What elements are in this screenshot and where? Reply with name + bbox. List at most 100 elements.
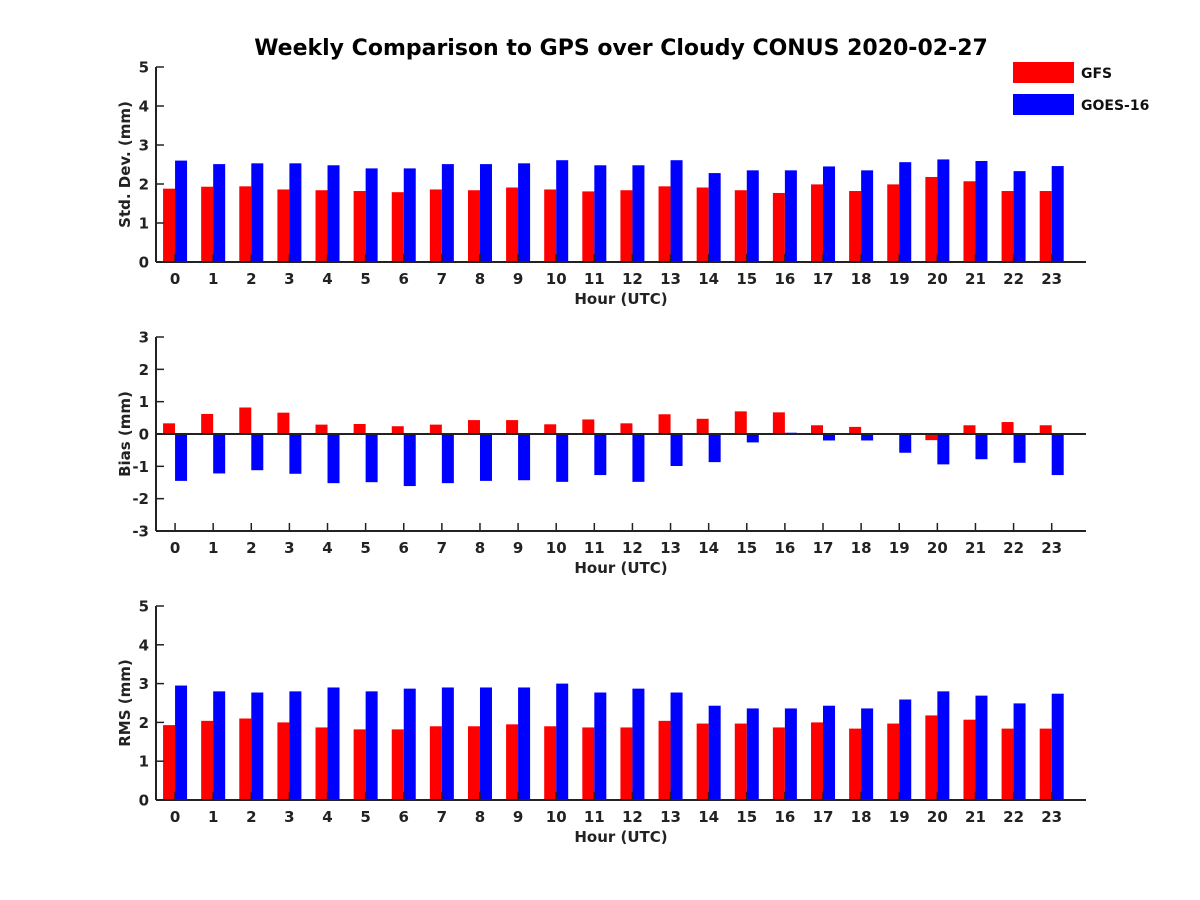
bar-gfs-hour-0 xyxy=(163,423,176,434)
bar-goes-16-hour-17 xyxy=(823,434,836,441)
bar-goes-16-hour-0 xyxy=(175,434,188,481)
y-axis-label: Std. Dev. (mm) xyxy=(116,101,134,228)
x-tick-label: 0 xyxy=(170,539,180,557)
x-axis-label: Hour (UTC) xyxy=(574,559,667,577)
bar-goes-16-hour-3 xyxy=(289,163,302,262)
bar-gfs-hour-14 xyxy=(696,418,709,434)
x-tick-label: 4 xyxy=(322,270,332,288)
x-tick-label: 2 xyxy=(246,808,256,826)
bar-goes-16-hour-5 xyxy=(365,434,378,483)
x-tick-label: 16 xyxy=(774,539,795,557)
bar-gfs-hour-11 xyxy=(582,191,595,262)
bar-goes-16-hour-14 xyxy=(708,705,721,800)
bar-gfs-hour-17 xyxy=(811,722,824,800)
bar-gfs-hour-11 xyxy=(582,419,595,434)
bar-goes-16-hour-18 xyxy=(861,434,874,441)
x-tick-label: 2 xyxy=(246,539,256,557)
bar-gfs-hour-23 xyxy=(1039,728,1052,800)
x-tick-label: 14 xyxy=(698,539,719,557)
bar-goes-16-hour-3 xyxy=(289,434,302,474)
bar-goes-16-hour-7 xyxy=(441,434,454,484)
y-tick-label: 0 xyxy=(139,792,149,810)
x-tick-label: 9 xyxy=(513,539,523,557)
bar-goes-16-hour-15 xyxy=(746,170,759,262)
bar-goes-16-hour-11 xyxy=(594,165,607,262)
bar-goes-16-hour-23 xyxy=(1051,693,1064,800)
bar-goes-16-hour-21 xyxy=(975,695,988,800)
bar-gfs-hour-15 xyxy=(734,723,747,800)
y-tick-label: 3 xyxy=(139,137,149,155)
x-tick-label: 11 xyxy=(584,270,605,288)
bar-goes-16-hour-13 xyxy=(670,692,683,800)
bar-gfs-hour-19 xyxy=(887,723,900,800)
bar-gfs-hour-7 xyxy=(429,189,442,262)
y-tick-label: 0 xyxy=(139,254,149,272)
legend-swatch-goes-16 xyxy=(1013,94,1074,115)
y-tick-label: 0 xyxy=(139,426,149,444)
bar-gfs-hour-8 xyxy=(467,190,480,262)
bar-goes-16-hour-7 xyxy=(441,164,454,262)
x-tick-label: 1 xyxy=(208,539,218,557)
bar-goes-16-hour-21 xyxy=(975,434,988,460)
x-axis-label: Hour (UTC) xyxy=(574,290,667,308)
x-tick-label: 6 xyxy=(399,270,409,288)
bar-goes-16-hour-0 xyxy=(175,160,188,262)
bar-gfs-hour-11 xyxy=(582,727,595,800)
bar-goes-16-hour-17 xyxy=(823,166,836,262)
bar-gfs-hour-5 xyxy=(353,191,366,262)
y-tick-label: 4 xyxy=(139,98,149,116)
bar-goes-16-hour-18 xyxy=(861,708,874,800)
bar-gfs-hour-8 xyxy=(467,726,480,800)
x-tick-label: 21 xyxy=(965,539,986,557)
x-tick-label: 10 xyxy=(546,808,567,826)
bar-gfs-hour-17 xyxy=(811,425,824,434)
bar-goes-16-hour-20 xyxy=(937,691,950,800)
bar-goes-16-hour-20 xyxy=(937,434,950,465)
x-tick-label: 15 xyxy=(736,539,757,557)
bar-goes-16-hour-11 xyxy=(594,692,607,800)
bar-gfs-hour-18 xyxy=(849,191,862,262)
y-tick-label: 1 xyxy=(139,393,149,411)
x-tick-label: 18 xyxy=(851,539,872,557)
bar-gfs-hour-1 xyxy=(201,186,214,262)
y-tick-label: 2 xyxy=(139,361,149,379)
bar-goes-16-hour-6 xyxy=(403,434,416,487)
bar-gfs-hour-1 xyxy=(201,413,214,434)
x-tick-label: 7 xyxy=(437,539,447,557)
x-tick-label: 21 xyxy=(965,808,986,826)
bar-goes-16-hour-17 xyxy=(823,705,836,800)
bar-goes-16-hour-15 xyxy=(746,708,759,800)
x-tick-label: 12 xyxy=(622,808,643,826)
y-tick-label: 1 xyxy=(139,753,149,771)
bar-goes-16-hour-3 xyxy=(289,691,302,800)
bar-gfs-hour-13 xyxy=(658,414,671,434)
x-tick-label: 0 xyxy=(170,270,180,288)
x-tick-label: 5 xyxy=(360,539,370,557)
y-tick-label: 3 xyxy=(139,675,149,693)
bar-gfs-hour-0 xyxy=(163,725,176,800)
legend-label-goes-16: GOES-16 xyxy=(1081,98,1149,114)
bar-gfs-hour-13 xyxy=(658,186,671,262)
bar-gfs-hour-2 xyxy=(239,186,252,262)
bar-goes-16-hour-12 xyxy=(632,688,645,800)
x-tick-label: 23 xyxy=(1041,270,1062,288)
x-tick-label: 8 xyxy=(475,539,485,557)
y-tick-label: 2 xyxy=(139,714,149,732)
bar-goes-16-hour-5 xyxy=(365,691,378,800)
x-tick-label: 3 xyxy=(284,270,294,288)
x-tick-label: 1 xyxy=(208,270,218,288)
bar-goes-16-hour-12 xyxy=(632,434,645,482)
bar-gfs-hour-22 xyxy=(1001,422,1014,434)
y-tick-label: -2 xyxy=(132,490,149,508)
x-tick-label: 9 xyxy=(513,270,523,288)
x-tick-label: 15 xyxy=(736,808,757,826)
bar-gfs-hour-20 xyxy=(925,434,938,441)
y-tick-label: 4 xyxy=(139,636,149,654)
bar-goes-16-hour-12 xyxy=(632,165,645,262)
bar-goes-16-hour-4 xyxy=(327,687,340,800)
legend-label-gfs: GFS xyxy=(1081,66,1112,82)
x-tick-label: 11 xyxy=(584,539,605,557)
bar-goes-16-hour-4 xyxy=(327,165,340,262)
